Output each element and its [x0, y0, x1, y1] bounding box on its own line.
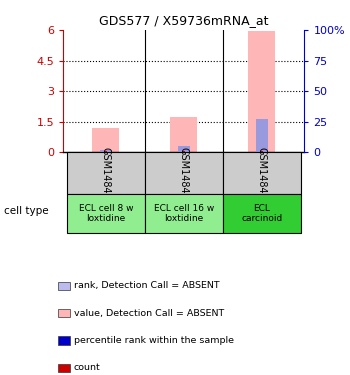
- Bar: [248, 31, 275, 152]
- Bar: [145, 152, 223, 194]
- Bar: [145, 194, 223, 232]
- Title: GDS577 / X59736mRNA_at: GDS577 / X59736mRNA_at: [99, 15, 268, 27]
- Text: count: count: [74, 363, 100, 372]
- Text: value, Detection Call = ABSENT: value, Detection Call = ABSENT: [74, 309, 224, 318]
- Bar: [170, 117, 197, 152]
- Text: rank, Detection Call = ABSENT: rank, Detection Call = ABSENT: [74, 281, 219, 290]
- Text: GSM14842: GSM14842: [179, 147, 189, 200]
- Bar: [100, 150, 112, 152]
- Text: ECL cell 8 w
loxtidine: ECL cell 8 w loxtidine: [79, 204, 133, 223]
- Bar: [256, 119, 268, 152]
- Text: ECL cell 16 w
loxtidine: ECL cell 16 w loxtidine: [154, 204, 214, 223]
- Text: ECL
carcinoid: ECL carcinoid: [241, 204, 282, 223]
- Bar: [223, 152, 301, 194]
- Bar: [223, 194, 301, 232]
- Text: GSM14841: GSM14841: [101, 147, 111, 200]
- Bar: [177, 146, 190, 152]
- Bar: [67, 194, 145, 232]
- Text: percentile rank within the sample: percentile rank within the sample: [74, 336, 233, 345]
- Bar: [92, 128, 119, 152]
- Text: GSM14843: GSM14843: [257, 147, 267, 200]
- Bar: [67, 152, 145, 194]
- Text: cell type: cell type: [4, 207, 48, 216]
